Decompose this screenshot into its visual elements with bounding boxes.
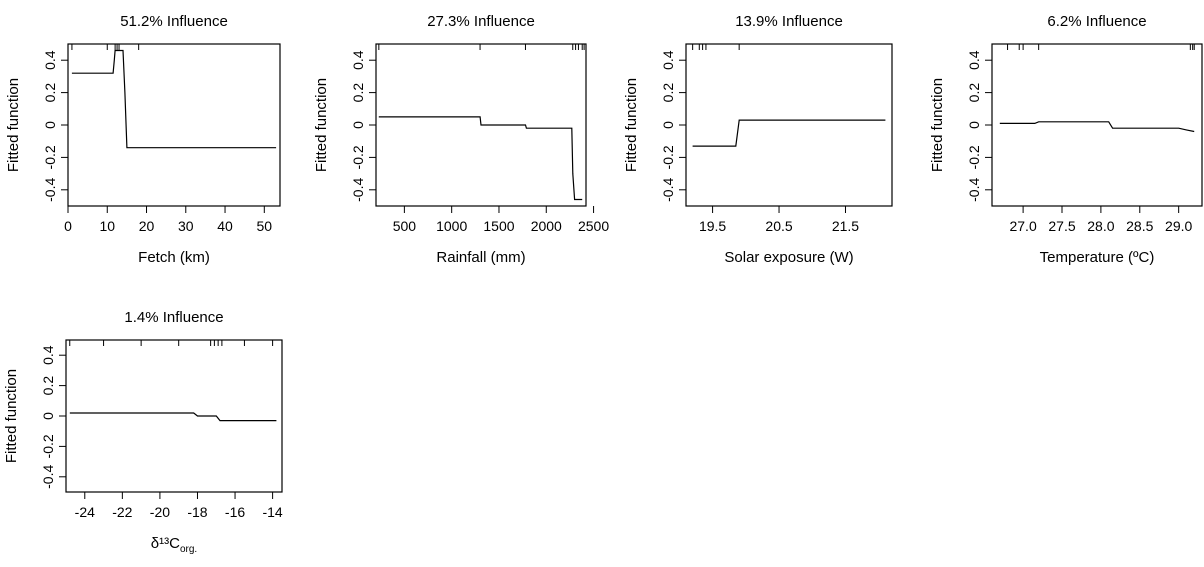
x-axis-label: δ¹³Corg. bbox=[151, 535, 197, 555]
chart-panel-1: 51.2% Influence 0 10 20 30 40 50 -0.4 -0.2 0 0.2 0.… bbox=[5, 13, 281, 266]
y-tick-label: 0 bbox=[660, 121, 676, 129]
y-axis-label: Fitted function bbox=[313, 78, 330, 172]
x-tick-label: 500 bbox=[393, 218, 417, 234]
x-tick-label: -16 bbox=[225, 504, 245, 520]
y-tick-label: 0.4 bbox=[40, 345, 56, 365]
fitted-function-line bbox=[692, 119, 886, 147]
x-tick-label: 20 bbox=[139, 218, 155, 234]
plot-frame bbox=[685, 43, 893, 207]
chart-panel-3: 13.9% Influence 19.5 20.5 21.5 -0.4 -0.2 0 0.2 0… bbox=[623, 13, 893, 266]
x-tick-label: -14 bbox=[262, 504, 282, 520]
x-tick-label: 2000 bbox=[531, 218, 562, 234]
x-tick-label: 28.0 bbox=[1087, 218, 1114, 234]
y-tick-label: 0.2 bbox=[40, 376, 56, 396]
y-tick-label: -0.2 bbox=[350, 145, 366, 169]
fitted-function-line bbox=[69, 412, 277, 422]
y-tick-label: -0.4 bbox=[966, 178, 982, 202]
x-tick-label: 0 bbox=[64, 218, 72, 234]
y-tick-label: 0.4 bbox=[42, 50, 58, 70]
fitted-function-line bbox=[999, 121, 1195, 133]
chart-panel-5: 1.4% Influence -24 -22 -20 -18 -16 -14 -0.4 -0.2… bbox=[3, 309, 283, 555]
x-tick-label: 27.0 bbox=[1009, 218, 1036, 234]
plot-frame bbox=[65, 339, 283, 493]
x-tick-label: 21.5 bbox=[832, 218, 859, 234]
y-tick-label: 0 bbox=[966, 121, 982, 129]
y-tick-label: -0.4 bbox=[660, 178, 676, 202]
y-tick-label: 0.4 bbox=[966, 50, 982, 70]
plot-frame bbox=[991, 43, 1203, 207]
x-tick-label: -18 bbox=[187, 504, 207, 520]
chart-title: 27.3% Influence bbox=[427, 13, 535, 30]
x-tick-label: 40 bbox=[217, 218, 233, 234]
y-tick-label: -0.4 bbox=[42, 178, 58, 202]
x-tick-label: 10 bbox=[99, 218, 115, 234]
y-tick-label: 0.2 bbox=[350, 83, 366, 103]
chart-title: 6.2% Influence bbox=[1047, 13, 1146, 30]
y-axis-label: Fitted function bbox=[929, 78, 946, 172]
chart-title: 13.9% Influence bbox=[735, 13, 843, 30]
y-tick-label: 0 bbox=[40, 412, 56, 420]
x-axis-label: Temperature (ºC) bbox=[1040, 249, 1155, 266]
y-tick-label: 0 bbox=[350, 121, 366, 129]
x-tick-label: 29.0 bbox=[1165, 218, 1192, 234]
x-axis-label: Rainfall (mm) bbox=[436, 249, 525, 266]
y-tick-label: 0.2 bbox=[42, 83, 58, 103]
y-axis-label: Fitted function bbox=[5, 78, 22, 172]
y-axis-label: Fitted function bbox=[623, 78, 640, 172]
plot-frame bbox=[67, 43, 281, 207]
x-tick-label: 28.5 bbox=[1126, 218, 1153, 234]
y-tick-label: -0.2 bbox=[660, 145, 676, 169]
x-tick-label: 50 bbox=[257, 218, 273, 234]
fitted-function-line bbox=[378, 116, 583, 201]
x-tick-label: 19.5 bbox=[699, 218, 726, 234]
chart-panel-4: 6.2% Influence 27.0 27.5 28.0 28.5 29.0 -0.4 -0… bbox=[929, 13, 1203, 266]
chart-panel-2: 27.3% Influence 500 1000 1500 2000 2500 -0.4 -0… bbox=[313, 13, 609, 266]
y-tick-label: 0 bbox=[42, 121, 58, 129]
y-tick-label: 0.2 bbox=[660, 83, 676, 103]
x-axis-label: Fetch (km) bbox=[138, 249, 210, 266]
y-axis-label: Fitted function bbox=[3, 369, 20, 463]
y-tick-label: -0.2 bbox=[40, 434, 56, 458]
y-tick-label: -0.2 bbox=[42, 145, 58, 169]
x-tick-label: -22 bbox=[112, 504, 132, 520]
y-tick-label: 0.4 bbox=[660, 50, 676, 70]
x-tick-label: -24 bbox=[75, 504, 95, 520]
x-tick-label: 1000 bbox=[436, 218, 467, 234]
x-axis-label: Solar exposure (W) bbox=[724, 249, 853, 266]
x-tick-label: 20.5 bbox=[765, 218, 792, 234]
x-tick-label: 30 bbox=[178, 218, 194, 234]
x-tick-label: 27.5 bbox=[1048, 218, 1075, 234]
y-tick-label: 0.4 bbox=[350, 50, 366, 70]
chart-title: 51.2% Influence bbox=[120, 13, 228, 30]
x-tick-label: 2500 bbox=[578, 218, 609, 234]
chart-title: 1.4% Influence bbox=[124, 309, 223, 326]
fitted-function-line bbox=[71, 49, 277, 149]
y-tick-label: 0.2 bbox=[966, 83, 982, 103]
y-tick-label: -0.4 bbox=[350, 178, 366, 202]
x-tick-label: -20 bbox=[150, 504, 170, 520]
x-tick-label: 1500 bbox=[483, 218, 514, 234]
y-tick-label: -0.4 bbox=[40, 465, 56, 489]
y-tick-label: -0.2 bbox=[966, 145, 982, 169]
